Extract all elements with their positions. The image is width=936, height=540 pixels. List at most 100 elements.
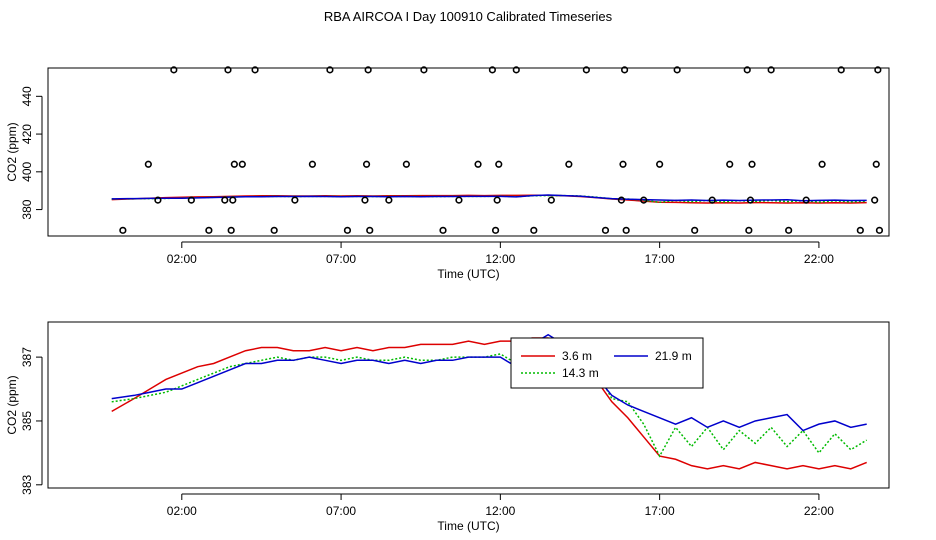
x-tick-label: 22:00: [804, 252, 834, 266]
calibration-point: [748, 160, 756, 168]
top-y-axis-label: CO2 (ppm): [5, 122, 19, 181]
calibration-point: [619, 160, 627, 168]
x-tick-label: 12:00: [485, 504, 515, 518]
calibration-point: [767, 66, 775, 74]
calibration-point: [856, 226, 864, 234]
y-tick-label: 383: [20, 474, 34, 494]
top-x-axis: 02:00 07:00 12:00 17:00 22:00: [167, 241, 834, 266]
calibration-point: [640, 196, 648, 204]
top-series-line-21-9-m: [111, 194, 867, 202]
calibration-point: [270, 226, 278, 234]
calibration-point: [227, 226, 235, 234]
calibration-point: [495, 160, 503, 168]
calibration-point: [708, 196, 716, 204]
y-tick-label: 387: [20, 347, 34, 367]
top-y-axis: 380 400 420 440: [20, 86, 43, 220]
calibration-point: [343, 226, 352, 234]
x-tick-label: 12:00: [485, 252, 515, 266]
calibration-point: [238, 160, 246, 168]
x-tick-label: 17:00: [645, 252, 675, 266]
y-tick-label: 380: [20, 199, 34, 219]
calibration-point: [785, 226, 793, 234]
top-plot-frame: [47, 67, 890, 237]
calibration-point: [224, 66, 232, 74]
top-x-axis-label: Time (UTC): [437, 267, 499, 281]
x-tick-label: 22:00: [804, 504, 834, 518]
x-tick-label: 17:00: [645, 504, 675, 518]
calibration-point: [291, 196, 299, 204]
calibration-point: [251, 66, 259, 74]
bottom-series-group: [111, 333, 868, 470]
calibration-point: [364, 66, 372, 74]
calibration-point: [620, 66, 629, 74]
series-line-21-9-m: [111, 333, 867, 432]
calibration-point: [230, 160, 238, 168]
y-tick-label: 420: [20, 124, 34, 144]
calibration-point: [205, 226, 213, 234]
y-tick-label: 385: [20, 411, 34, 431]
y-tick-label: 440: [20, 86, 34, 106]
calibration-point: [491, 226, 500, 234]
calibration-point: [656, 160, 664, 168]
calibration-point: [455, 196, 463, 204]
calibration-point: [691, 226, 699, 234]
calibration-point: [617, 196, 626, 204]
calibration-point: [547, 196, 555, 204]
calibration-point: [229, 196, 237, 204]
calibration-point: [221, 196, 229, 204]
calibration-point: [673, 66, 681, 74]
calibration-point: [187, 196, 195, 204]
calibration-point: [402, 160, 410, 168]
calibration-point: [743, 66, 751, 74]
calibration-point: [746, 196, 755, 204]
x-tick-label: 02:00: [167, 252, 197, 266]
calibration-point: [837, 66, 845, 74]
calibration-point: [170, 66, 178, 74]
top-calibration-points: [119, 66, 884, 234]
calibration-point: [512, 66, 520, 74]
x-tick-label: 02:00: [167, 504, 197, 518]
calibration-point: [488, 66, 496, 74]
chart-main-title: RBA AIRCOA I Day 100910 Calibrated Times…: [323, 9, 613, 24]
legend-label-21-9m: 21.9 m: [655, 349, 692, 363]
calibration-point: [582, 66, 590, 74]
calibration-point: [871, 196, 879, 204]
calibration-point: [601, 226, 610, 234]
calibration-point: [622, 226, 630, 234]
calibration-point: [144, 160, 152, 168]
calibration-point: [439, 226, 447, 234]
calibration-point: [474, 160, 482, 168]
y-tick-label: 400: [20, 161, 34, 181]
calibration-point: [420, 66, 428, 74]
bottom-x-axis: 02:00 07:00 12:00 17:00 22:00: [167, 493, 834, 518]
calibration-point: [119, 226, 127, 234]
series-line-14-3-m: [111, 343, 868, 458]
calibration-point: [308, 160, 317, 168]
calibration-point: [326, 66, 334, 74]
bottom-panel: 02:00 07:00 12:00 17:00 22:00 383 385 387 Time…: [5, 321, 890, 533]
calibration-point: [874, 66, 882, 74]
top-series-line-3-6-m: [111, 194, 867, 204]
legend-label-3-6m: 3.6 m: [562, 349, 592, 363]
bottom-y-axis-label: CO2 (ppm): [5, 375, 19, 434]
series-line-3-6-m: [111, 337, 867, 470]
calibration-point: [361, 196, 369, 204]
calibration-point: [385, 196, 393, 204]
calibration-point: [802, 196, 810, 204]
calibration-point: [565, 160, 573, 168]
bottom-plot-frame: [47, 321, 890, 489]
x-tick-label: 07:00: [326, 252, 356, 266]
calibration-point: [745, 226, 753, 234]
calibration-point: [875, 226, 884, 234]
calibration-point: [726, 160, 734, 168]
calibration-point: [872, 160, 880, 168]
legend-label-14-3m: 14.3 m: [562, 366, 599, 380]
calibration-point: [493, 196, 501, 204]
calibration-point: [154, 196, 162, 204]
calibration-point: [362, 160, 371, 168]
bottom-y-axis: 383 385 387: [20, 347, 43, 495]
bottom-x-axis-label: Time (UTC): [437, 519, 499, 533]
top-series-group: [111, 194, 867, 204]
top-panel: 02:00 07:00 12:00 17:00 22:00 380 400 420 440 T…: [5, 66, 890, 281]
